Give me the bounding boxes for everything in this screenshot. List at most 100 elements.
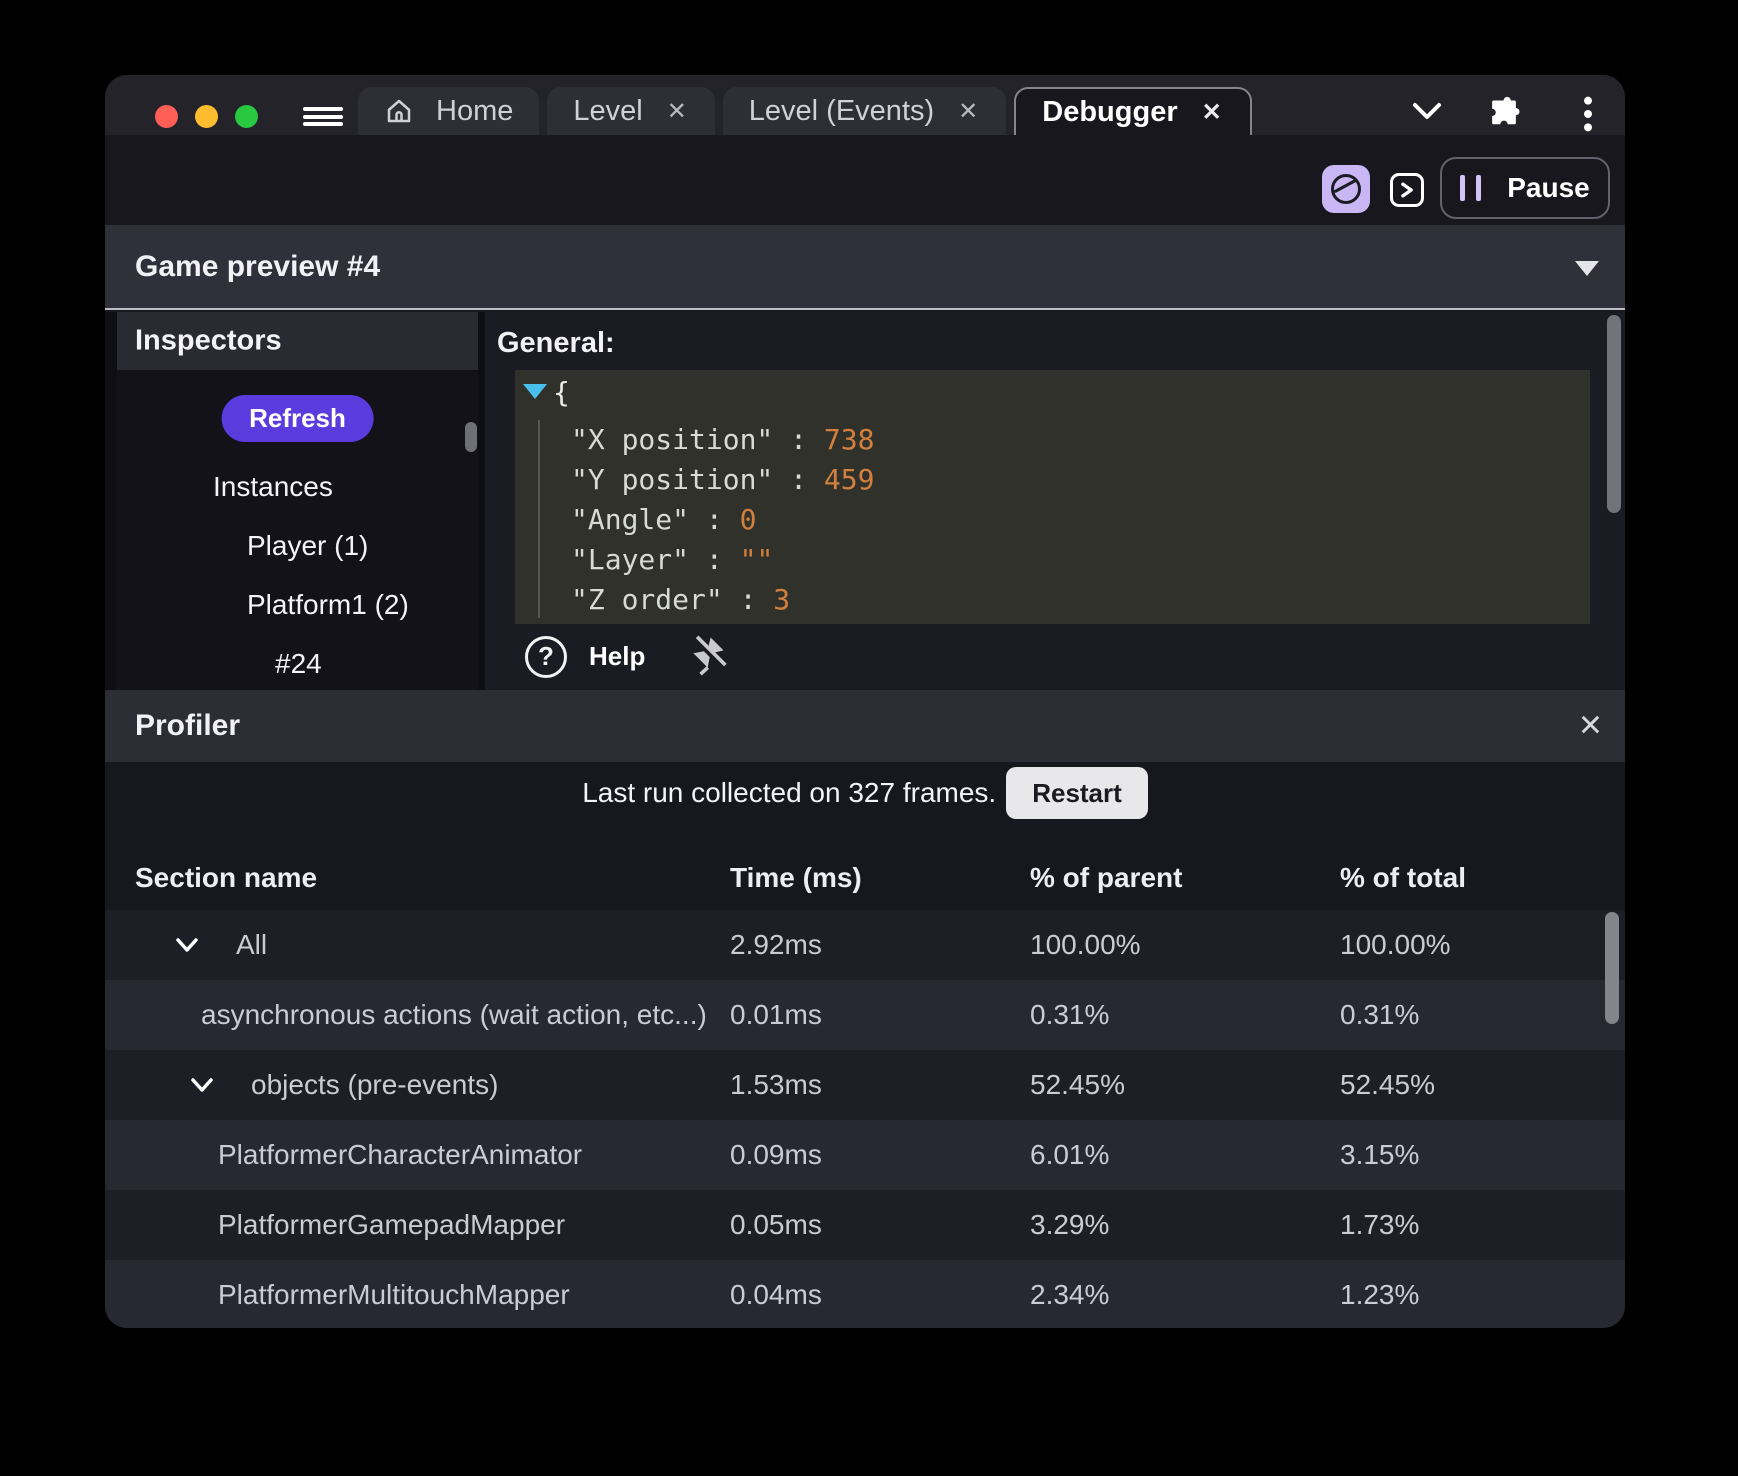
chevron-down-icon[interactable] bbox=[173, 935, 201, 955]
inspectors-scrollbar-thumb[interactable] bbox=[465, 422, 477, 452]
unpin-icon[interactable] bbox=[685, 632, 729, 681]
tree-item-player-1-[interactable]: Player (1) bbox=[247, 529, 369, 561]
help-row: ? Help bbox=[525, 632, 729, 681]
refresh-button[interactable]: Refresh bbox=[221, 395, 374, 442]
time-value: 1.53ms bbox=[730, 1069, 822, 1100]
profiler-status-row: Last run collected on 327 frames. Restar… bbox=[105, 766, 1625, 820]
profiler-scrollbar-thumb[interactable] bbox=[1605, 912, 1619, 1024]
time-value: 2.92ms bbox=[730, 929, 822, 960]
pause-button-label: Pause bbox=[1507, 172, 1590, 203]
profiler-table-header: Section name Time (ms) % of parent % of … bbox=[105, 845, 1625, 910]
section-name: objects (pre-events) bbox=[251, 1069, 499, 1100]
tab-home[interactable]: Home bbox=[358, 87, 540, 135]
titlebar: Home Level ✕ Level (Events) ✕ Debugger ✕ bbox=[105, 75, 1625, 135]
percent-of-parent-value: 0.31% bbox=[1030, 999, 1110, 1030]
extensions-puzzle-icon[interactable] bbox=[1485, 95, 1523, 138]
general-section-label: General: bbox=[497, 327, 615, 359]
traffic-light-zoom-icon[interactable] bbox=[235, 105, 258, 128]
inspectors-tree: Instances Player (1) Platform1 (2) #24 bbox=[117, 457, 478, 693]
json-entry: "Y position" : 459 bbox=[571, 463, 875, 496]
inspectors-header: Inspectors bbox=[117, 312, 478, 370]
debugger-toolbar: Pause bbox=[105, 135, 1625, 225]
tab-label: Home bbox=[436, 94, 514, 127]
home-icon bbox=[387, 99, 411, 123]
profiler-row-platformermultitouchmapper[interactable]: PlatformerMultitouchMapper 0.04ms 2.34% 1.2… bbox=[105, 1260, 1625, 1328]
indent-guide-line bbox=[538, 420, 540, 618]
tree-item-instances[interactable]: Instances bbox=[213, 470, 333, 502]
percent-of-parent-value: 100.00% bbox=[1030, 929, 1141, 960]
section-name: PlatformerCharacterAnimator bbox=[218, 1139, 583, 1170]
json-entry: "Angle" : 0 bbox=[571, 503, 757, 536]
debugger-content: Inspectors Refresh Instances Player (1) Pl… bbox=[105, 312, 1625, 690]
profiler-row-objects-pre-events-[interactable]: objects (pre-events) 1.53ms 52.45% 52.45% bbox=[105, 1050, 1625, 1120]
column-header-time: Time (ms) bbox=[730, 861, 862, 893]
profiler-row-platformergamepadmapper[interactable]: PlatformerGamepadMapper 0.05ms 3.29% 1.73% bbox=[105, 1190, 1625, 1260]
percent-of-total-value: 3.15% bbox=[1340, 1139, 1420, 1170]
tab-bar: Home Level ✕ Level (Events) ✕ Debugger ✕ bbox=[358, 87, 1252, 135]
help-icon[interactable]: ? bbox=[525, 635, 567, 678]
json-entry: "X position" : 738 bbox=[571, 423, 875, 456]
time-value: 0.09ms bbox=[730, 1139, 822, 1170]
properties-json-viewer: { "X position" : 738 "Y position" : 459 "A… bbox=[515, 370, 1590, 624]
section-name: PlatformerGamepadMapper bbox=[218, 1209, 566, 1240]
restart-button[interactable]: Restart bbox=[1006, 767, 1148, 819]
section-name: PlatformerMultitouchMapper bbox=[218, 1279, 570, 1310]
percent-of-total-value: 1.23% bbox=[1340, 1279, 1420, 1310]
traffic-light-close-icon[interactable] bbox=[155, 105, 178, 128]
tree-item-platform1-2-[interactable]: Platform1 (2) bbox=[247, 588, 409, 620]
profiler-row-asynchronous-actions-wait-action-etc-[interactable]: asynchronous actions (wait action, etc..… bbox=[105, 980, 1625, 1050]
column-header-percent-parent: % of parent bbox=[1030, 861, 1183, 893]
tab-label: Debugger bbox=[1042, 95, 1178, 128]
tree-item--24[interactable]: #24 bbox=[275, 647, 322, 679]
inspector-detail-panel: General: { "X position" : 738 "Y position… bbox=[485, 312, 1625, 690]
profiler-status-text: Last run collected on 327 frames. bbox=[582, 777, 997, 808]
profiler-body: Last run collected on 327 frames. Restar… bbox=[105, 762, 1625, 1328]
time-value: 0.04ms bbox=[730, 1279, 822, 1310]
help-label[interactable]: Help bbox=[589, 641, 646, 671]
profiler-title: Profiler bbox=[135, 709, 241, 742]
time-value: 0.05ms bbox=[730, 1209, 822, 1240]
kebab-menu-icon[interactable] bbox=[1577, 94, 1599, 139]
detail-scrollbar-thumb[interactable] bbox=[1607, 315, 1621, 513]
percent-of-parent-value: 2.34% bbox=[1030, 1279, 1110, 1310]
profiler-header: Profiler ✕ bbox=[105, 690, 1625, 762]
json-entries: "X position" : 738 "Y position" : 459 "Ang… bbox=[571, 420, 874, 620]
profiler-row-all[interactable]: All 2.92ms 100.00% 100.00% bbox=[105, 910, 1625, 980]
tab-close-icon[interactable]: ✕ bbox=[1201, 98, 1222, 126]
profiler-row-platformercharacteranimator[interactable]: PlatformerCharacterAnimator 0.09ms 6.01% 3.… bbox=[105, 1120, 1625, 1190]
profiler-table-rows: All 2.92ms 100.00% 100.00% asynchronous acti… bbox=[105, 910, 1625, 1328]
tab-level-events-[interactable]: Level (Events) ✕ bbox=[722, 87, 1007, 135]
json-entry: "Z order" : 3 bbox=[571, 583, 791, 616]
tab-close-icon[interactable]: ✕ bbox=[666, 97, 687, 125]
column-header-percent-total: % of total bbox=[1340, 861, 1466, 893]
chevron-down-icon[interactable] bbox=[1410, 99, 1444, 128]
pause-button[interactable]: Pause bbox=[1440, 157, 1610, 219]
inspectors-title: Inspectors bbox=[135, 324, 282, 357]
percent-of-total-value: 0.31% bbox=[1340, 999, 1420, 1030]
profiler-toggle-button[interactable] bbox=[1322, 165, 1370, 213]
chevron-down-icon[interactable] bbox=[188, 1075, 216, 1095]
tab-level[interactable]: Level ✕ bbox=[547, 87, 715, 135]
game-preview-header[interactable]: Game preview #4 bbox=[105, 225, 1625, 310]
tab-debugger[interactable]: Debugger ✕ bbox=[1014, 87, 1252, 135]
section-name: All bbox=[236, 929, 268, 960]
inspectors-panel: Inspectors Refresh Instances Player (1) Pl… bbox=[117, 312, 478, 690]
time-value: 0.01ms bbox=[730, 999, 822, 1030]
collapse-triangle-icon[interactable] bbox=[523, 384, 547, 399]
percent-of-parent-value: 52.45% bbox=[1030, 1069, 1125, 1100]
section-name: asynchronous actions (wait action, etc..… bbox=[201, 999, 707, 1030]
debugger-window: Home Level ✕ Level (Events) ✕ Debugger ✕ bbox=[105, 75, 1625, 1328]
tab-label: Level (Events) bbox=[748, 94, 935, 127]
tab-close-icon[interactable]: ✕ bbox=[958, 97, 979, 125]
collapse-caret-icon[interactable] bbox=[1575, 261, 1599, 276]
percent-of-total-value: 52.45% bbox=[1340, 1069, 1435, 1100]
console-prompt-icon bbox=[1401, 182, 1413, 198]
gauge-icon bbox=[1331, 174, 1361, 204]
percent-of-parent-value: 3.29% bbox=[1030, 1209, 1110, 1240]
console-button[interactable] bbox=[1390, 173, 1424, 207]
profiler-close-icon[interactable]: ✕ bbox=[1577, 709, 1603, 743]
hamburger-menu-icon[interactable] bbox=[303, 107, 343, 126]
percent-of-total-value: 1.73% bbox=[1340, 1209, 1420, 1240]
traffic-light-minimize-icon[interactable] bbox=[195, 105, 218, 128]
json-entry: "Layer" : "" bbox=[571, 543, 774, 576]
